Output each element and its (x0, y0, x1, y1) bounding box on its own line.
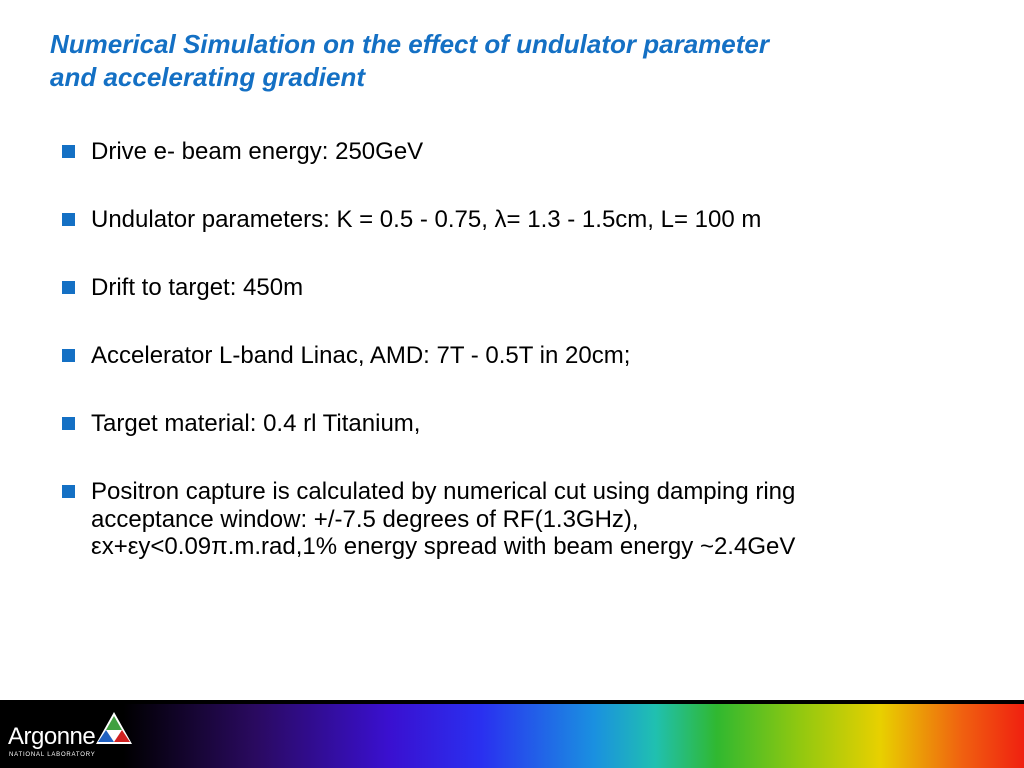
bullet-text: acceptance window: +/-7.5 degrees of RF(… (91, 505, 639, 533)
bullet-square (62, 349, 75, 362)
bullet-square (62, 485, 75, 498)
bullet-item: Undulator parameters: K = 0.5 - 0.75, λ=… (62, 206, 1002, 234)
bullet-square (62, 281, 75, 294)
bullet-item: Drift to target: 450m (62, 274, 1002, 302)
bullet-list: Drive e- beam energy: 250GeV Undulator pa… (62, 138, 1002, 601)
bullet-text: Drift to target: 450m (91, 274, 304, 301)
bullet-item: Drive e- beam energy: 250GeV (62, 138, 1002, 166)
logo-red (114, 730, 130, 742)
bullet-text: Target material: 0.4 rl Titanium, (91, 410, 421, 437)
bullet-item: Positron capture is calculated by numeri… (62, 478, 1002, 561)
bullet-item: Accelerator L-band Linac, AMD: 7T - 0.5T… (62, 342, 1002, 370)
title-line: Numerical Simulation on the effect of un… (50, 29, 769, 59)
logo-name: Argonne (8, 723, 96, 750)
title-line: and accelerating gradient (50, 62, 365, 92)
bullet-square (62, 145, 75, 158)
slide-title: Numerical Simulation on the effect of un… (50, 28, 769, 94)
bullet-item: Target material: 0.4 rl Titanium, (62, 410, 1002, 438)
bullet-text: εx+εy<0.09π.m.rad,1% energy spread with … (91, 533, 796, 560)
logo-blue (98, 730, 114, 742)
bullet-text: Drive e- beam energy: 250GeV (91, 138, 424, 165)
bullet-text: Positron capture is calculated by numeri… (91, 478, 796, 505)
bullet-text: Undulator parameters: K = 0.5 - 0.75, λ=… (91, 206, 762, 233)
bullet-square (62, 417, 75, 430)
logo-mark (96, 712, 132, 744)
bullet-text: Accelerator L-band Linac, AMD: 7T - 0.5T… (91, 342, 631, 369)
spectrum-band (0, 704, 1024, 768)
logo-green (106, 716, 122, 730)
logo-sub: NATIONAL LABORATORY (9, 752, 96, 758)
bullet-square (62, 213, 75, 226)
footer: Argonne NATIONAL LABORATORY (0, 700, 1024, 768)
